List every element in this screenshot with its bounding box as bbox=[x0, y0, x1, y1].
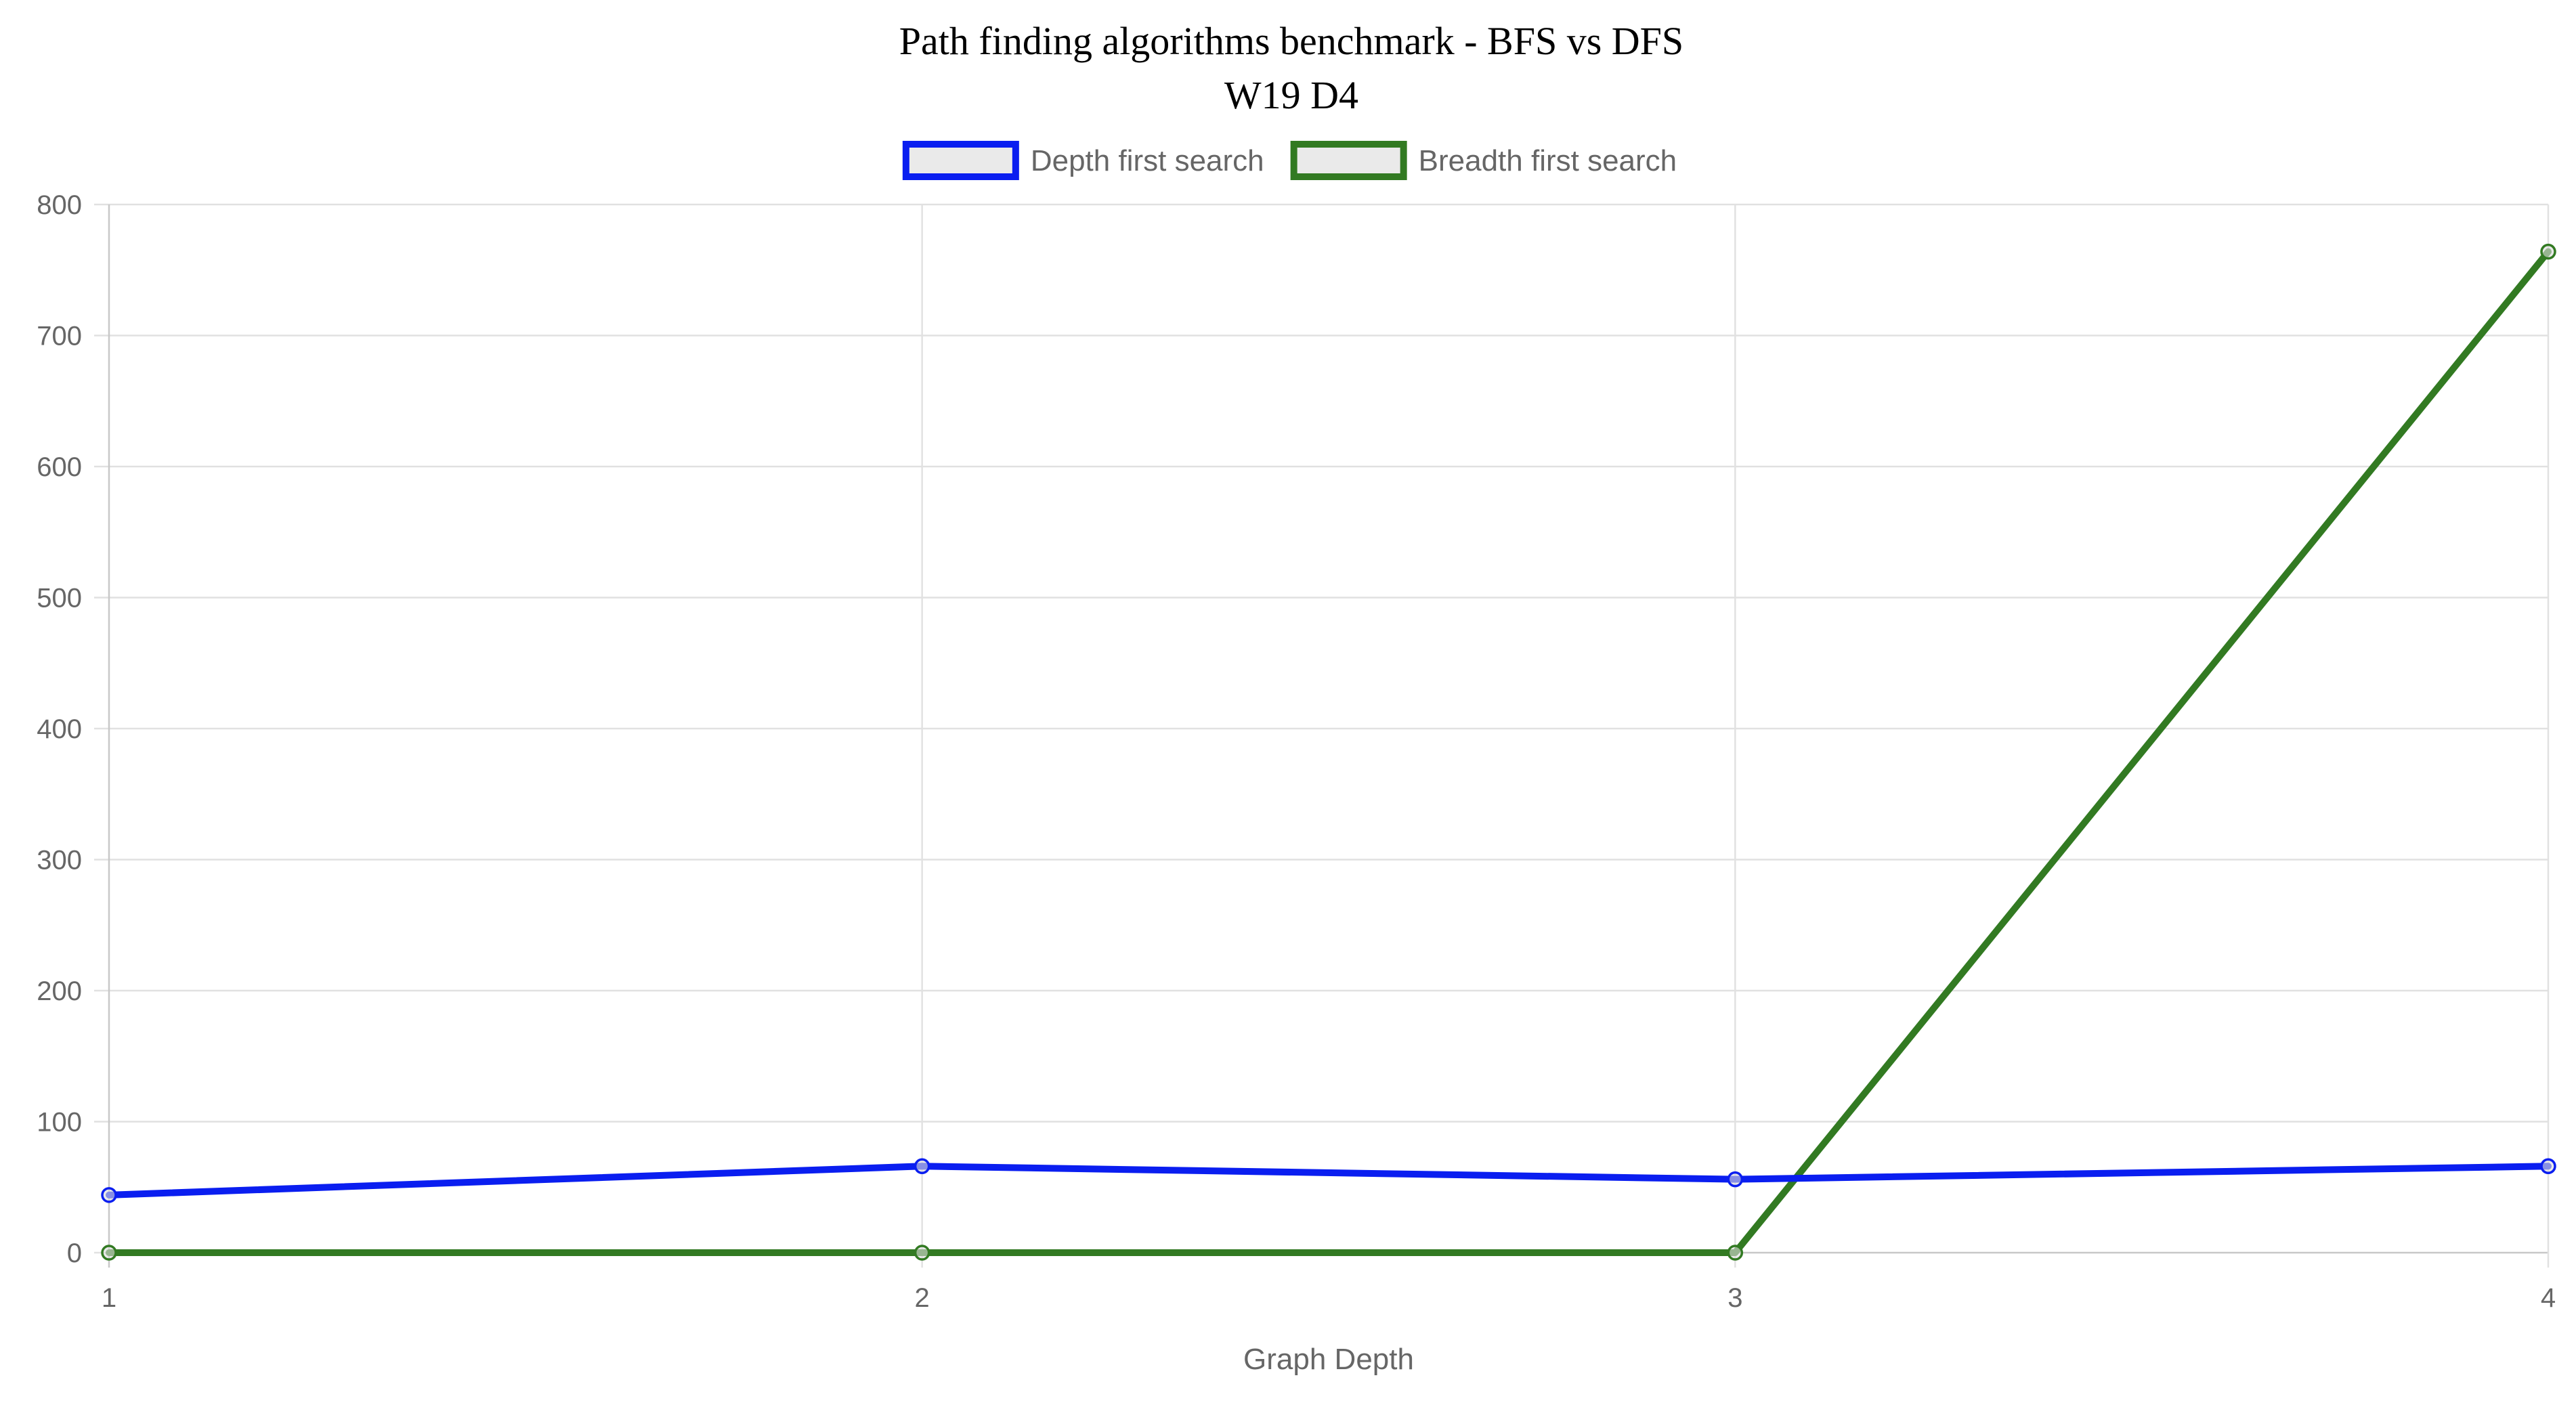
y-tick-label: 300 bbox=[37, 846, 82, 876]
legend: Depth first search Breadth first search bbox=[902, 141, 1677, 180]
chart-subtitle: W19 D4 bbox=[1224, 73, 1358, 117]
y-tick-label: 200 bbox=[37, 976, 82, 1006]
data-point-breadth-first-search bbox=[2540, 243, 2556, 260]
series-line-breadth-first-search bbox=[106, 248, 2552, 1256]
legend-label-breadth-first-search: Breadth first search bbox=[1419, 144, 1677, 177]
y-tick-label: 100 bbox=[37, 1108, 82, 1138]
y-tick-label: 0 bbox=[67, 1238, 82, 1268]
grid-lines bbox=[94, 203, 2550, 1268]
chart-title: Path finding algorithms benchmark - BFS … bbox=[899, 19, 1683, 63]
x-tick-label: 1 bbox=[102, 1283, 116, 1313]
data-point-depth-first-search bbox=[1727, 1171, 1744, 1188]
y-tick-label: 500 bbox=[37, 584, 82, 613]
series-line-depth-first-search bbox=[106, 1163, 2552, 1199]
y-axis: 0 100 200 300 400 500 600 700 800 bbox=[37, 190, 82, 1268]
y-tick-label: 800 bbox=[37, 190, 82, 220]
x-tick-label: 2 bbox=[915, 1283, 930, 1313]
data-point-depth-first-search bbox=[914, 1158, 930, 1175]
series-layer bbox=[101, 243, 2556, 1261]
data-point-breadth-first-search bbox=[914, 1245, 930, 1261]
y-tick-label: 700 bbox=[37, 322, 82, 351]
x-axis: 1 2 3 4 bbox=[102, 1283, 2556, 1313]
x-axis-label: Graph Depth bbox=[1243, 1343, 1414, 1376]
data-point-breadth-first-search bbox=[1727, 1245, 1744, 1261]
x-tick-label: 4 bbox=[2541, 1283, 2556, 1313]
data-point-depth-first-search bbox=[2540, 1158, 2556, 1175]
data-point-depth-first-search bbox=[101, 1187, 117, 1203]
y-tick-label: 600 bbox=[37, 452, 82, 482]
legend-swatch-depth-first-search bbox=[902, 141, 1019, 180]
legend-swatch-breadth-first-search bbox=[1290, 141, 1407, 180]
x-tick-label: 3 bbox=[1727, 1283, 1742, 1313]
legend-label-depth-first-search: Depth first search bbox=[1031, 144, 1264, 177]
data-point-breadth-first-search bbox=[101, 1245, 117, 1261]
y-tick-label: 400 bbox=[37, 714, 82, 744]
